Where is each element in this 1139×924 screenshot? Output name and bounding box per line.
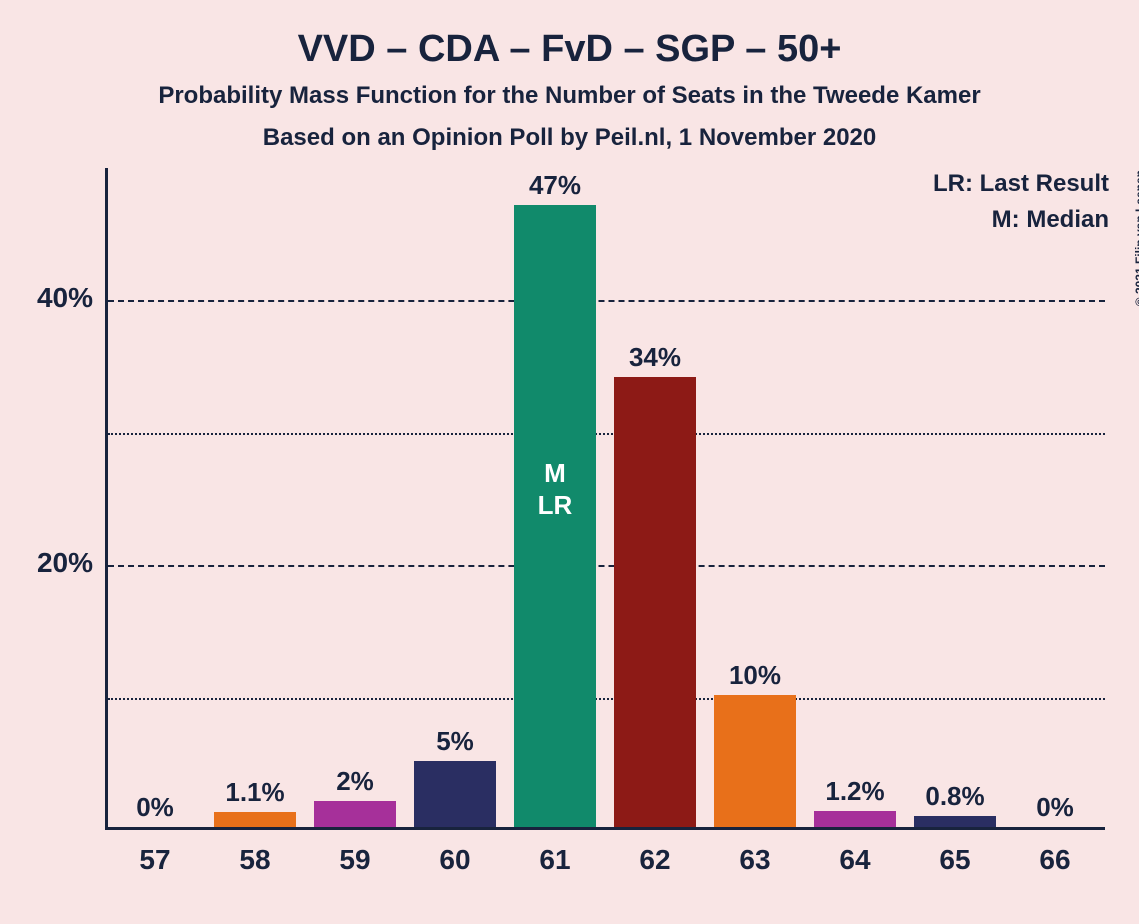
bar-inside-label: MLR [538,457,573,522]
bar-value-label: 5% [436,726,474,757]
xtick-label: 57 [139,844,170,876]
xtick-label: 64 [839,844,870,876]
bar [614,377,696,827]
x-axis [105,827,1105,830]
xtick-label: 66 [1039,844,1070,876]
bar-value-label: 2% [336,766,374,797]
xtick-label: 58 [239,844,270,876]
bar-value-label: 47% [529,170,581,201]
bar-value-label: 1.1% [225,777,284,808]
chart-subtitle-2: Based on an Opinion Poll by Peil.nl, 1 N… [0,124,1139,152]
bar [314,801,396,827]
copyright-text: © 2021 Filip van Laenen [1133,170,1139,306]
bar [814,811,896,827]
ytick-label: 20% [37,547,93,579]
xtick-label: 59 [339,844,370,876]
xtick-label: 63 [739,844,770,876]
chart-subtitle-1: Probability Mass Function for the Number… [0,82,1139,110]
grid-minor [108,433,1105,435]
xtick-label: 65 [939,844,970,876]
bar-value-label: 0% [1036,792,1074,823]
bar-value-label: 1.2% [825,776,884,807]
bar [914,816,996,827]
bar [414,761,496,827]
chart-container: VVD – CDA – FvD – SGP – 50+ Probability … [0,0,1139,924]
xtick-label: 60 [439,844,470,876]
xtick-label: 61 [539,844,570,876]
grid-major [108,300,1105,302]
bar-value-label: 0% [136,792,174,823]
grid-minor [108,698,1105,700]
grid-major [108,565,1105,567]
xtick-label: 62 [639,844,670,876]
plot-area [105,168,1105,830]
bar-value-label: 10% [729,660,781,691]
chart-title: VVD – CDA – FvD – SGP – 50+ [0,28,1139,71]
bar [714,695,796,827]
y-axis [105,168,108,830]
ytick-label: 40% [37,282,93,314]
bar-value-label: 34% [629,342,681,373]
bar-value-label: 0.8% [925,781,984,812]
bar [214,812,296,827]
